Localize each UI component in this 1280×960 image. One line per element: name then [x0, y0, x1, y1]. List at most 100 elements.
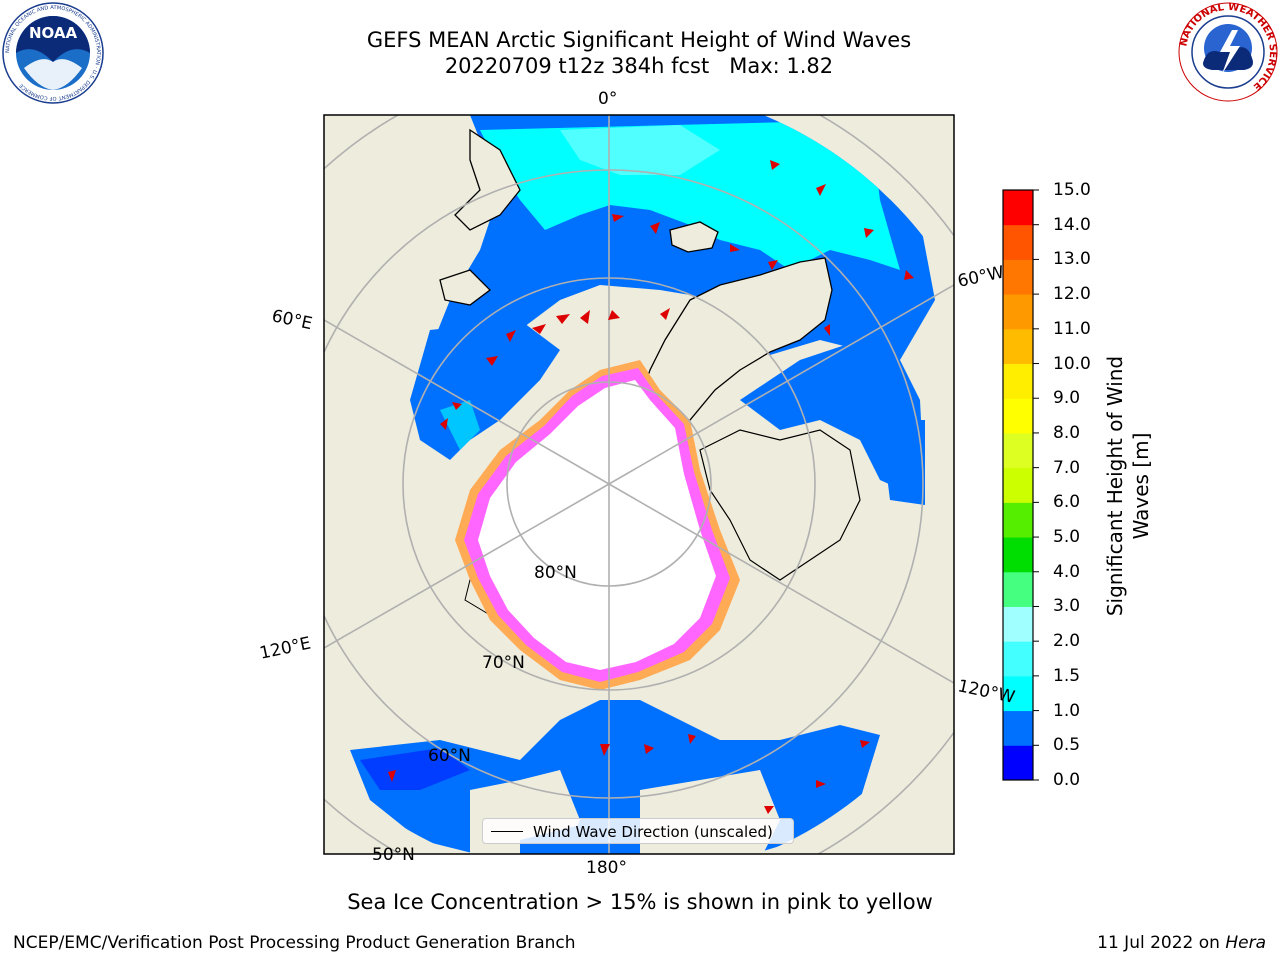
- wind-arrow: [486, 356, 498, 366]
- pacific-dark: [360, 748, 470, 790]
- colorbar-label-line1: Significant Height of Wind: [1103, 355, 1127, 617]
- hudson-sea: [880, 420, 925, 505]
- colorbar-bin: [1003, 259, 1033, 295]
- wind-arrow: [816, 780, 826, 788]
- meridian-60e: [324, 319, 610, 485]
- colorbar-tick-label: 9.0: [1053, 388, 1081, 409]
- colorbar-bin: [1003, 398, 1033, 434]
- wind-arrow: [730, 244, 740, 252]
- colorbar-tick-label: 6.0: [1053, 492, 1081, 513]
- wind-arrow: [904, 270, 914, 280]
- colorbar-bin: [1003, 467, 1033, 503]
- noaa-logo: NOAA NATIONAL OCEANIC AND ATMOSPHERIC AD…: [2, 2, 104, 104]
- colorbar-bin: [1003, 190, 1033, 226]
- lat-label-70: 70°N: [482, 653, 525, 673]
- colorbar-tick-label: 15.0: [1053, 180, 1091, 200]
- colorbar-tick-label: 7.0: [1053, 457, 1081, 478]
- colorbar-tick-label: 13.0: [1053, 249, 1091, 270]
- colorbar-tick-label: 11.0: [1053, 318, 1091, 339]
- scandinavia-2: [439, 269, 491, 306]
- wind-arrow: [824, 324, 830, 336]
- colorbar-tickmarks: [1033, 189, 1039, 781]
- lon-label-0: 0°: [598, 89, 618, 109]
- colorbar-bin: [1003, 328, 1033, 365]
- colorbar-bin: [1003, 294, 1033, 330]
- meridian-120e: [324, 483, 610, 649]
- colorbar-bin: [1003, 641, 1033, 677]
- colorbar-bin: [1003, 606, 1033, 642]
- noaa-logo-text: NOAA: [29, 24, 78, 42]
- colorbar-tick-label: 1.5: [1053, 665, 1081, 686]
- wind-arrow: [688, 734, 696, 744]
- meridian-120w: [608, 483, 954, 684]
- colorbar-bin: [1003, 502, 1033, 538]
- lat-label-50: 50°N: [372, 845, 415, 865]
- wind-arrow: [612, 214, 624, 222]
- wind-arrow: [770, 160, 780, 170]
- graticule: [324, 115, 954, 854]
- colorbar-bin: [1003, 675, 1033, 712]
- scandinavia: [454, 128, 521, 231]
- wind-arrow: [764, 806, 774, 814]
- canadian-archipelago: [699, 429, 861, 581]
- sea-ice-caption: Sea Ice Concentration > 15% is shown in …: [347, 890, 933, 914]
- wind-arrow: [506, 330, 516, 342]
- colorbar-tick-label: 12.0: [1053, 284, 1091, 305]
- footer-date: 11 Jul 2022 on Hera: [1097, 933, 1266, 953]
- wind-arrow: [816, 184, 826, 196]
- colorbar-tick-label: 1.0: [1053, 700, 1081, 721]
- legend-line-swatch: [491, 831, 523, 832]
- colorbar-label: Significant Height of Wind Waves [m]: [1102, 286, 1154, 686]
- footer-date-text: 11 Jul 2022 on: [1097, 933, 1226, 953]
- pack-ice: [478, 380, 716, 670]
- colorbar-bin: [1003, 224, 1033, 260]
- footer-credit: NCEP/EMC/Verification Post Processing Pr…: [13, 933, 576, 953]
- colorbar-label-line2: Waves [m]: [1129, 432, 1153, 540]
- colorbar-tick-label: 10.0: [1053, 353, 1091, 374]
- wind-arrow: [860, 740, 870, 748]
- colorbar-bin: [1003, 745, 1033, 781]
- iceland: [669, 221, 719, 253]
- colorbar: [1003, 190, 1033, 781]
- map-panel: [324, 115, 954, 854]
- colorbar-tick-label: 8.0: [1053, 422, 1081, 443]
- kara-cyan: [440, 400, 480, 450]
- map-legend: Wind Wave Direction (unscaled): [482, 818, 794, 844]
- colorbar-tick-label: 4.0: [1053, 561, 1081, 582]
- colorbar-tick-label: 3.0: [1053, 596, 1081, 617]
- lon-label-180: 180°: [586, 858, 627, 878]
- wind-arrow: [864, 228, 874, 238]
- colorbar-tick-label: 5.0: [1053, 527, 1081, 548]
- wind-arrow: [532, 324, 546, 334]
- chart-title: GEFS MEAN Arctic Significant Height of W…: [366, 28, 912, 52]
- wind-arrow: [608, 310, 620, 320]
- colorbar-tick-label: 2.0: [1053, 631, 1081, 652]
- wind-arrow: [768, 260, 778, 270]
- atlantic-lightcyan: [560, 125, 720, 175]
- colorbar-bin: [1003, 432, 1033, 469]
- meridian-60w: [608, 284, 954, 485]
- wind-arrow: [650, 222, 660, 234]
- colorbar-tick-label: 14.0: [1053, 214, 1091, 235]
- wind-arrows: [388, 160, 914, 814]
- wind-arrow: [600, 744, 610, 756]
- colorbar-bin: [1003, 571, 1033, 607]
- wind-arrow: [440, 418, 448, 430]
- wind-arrow: [580, 310, 590, 324]
- colorbar-bin: [1003, 710, 1033, 746]
- wind-arrow: [452, 402, 462, 410]
- colorbar-tick-label: 0.5: [1053, 735, 1081, 756]
- lat-label-60: 60°N: [428, 746, 471, 766]
- wind-arrow: [644, 744, 654, 754]
- wind-arrow: [388, 770, 396, 782]
- colorbar-bin: [1003, 537, 1033, 573]
- wind-arrow: [556, 314, 570, 324]
- colorbar-tick-label: 0.0: [1053, 770, 1081, 790]
- lat-label-80: 80°N: [534, 563, 577, 583]
- colorbar-bin: [1003, 363, 1033, 399]
- map-frame: [323, 114, 955, 855]
- footer-host: Hera: [1225, 933, 1266, 953]
- wind-arrow: [660, 308, 670, 320]
- colorbar-frame: [1002, 189, 1034, 781]
